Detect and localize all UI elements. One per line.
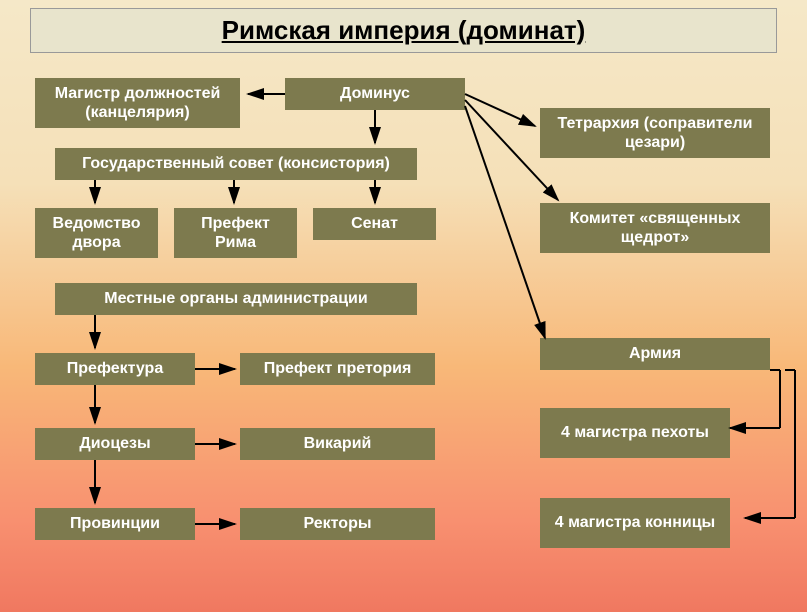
node-gossovet: Государственный совет (консистория) bbox=[55, 148, 417, 180]
node-senat: Сенат bbox=[313, 208, 436, 240]
node-prefektura: Префектура bbox=[35, 353, 195, 385]
node-magistra_konnicy: 4 магистра конницы bbox=[540, 498, 730, 548]
node-dominus: Доминус bbox=[285, 78, 465, 110]
edge-dominus-tetrarchy bbox=[465, 94, 535, 126]
node-tetrarchy: Тетрархия (соправители цезари) bbox=[540, 108, 770, 158]
node-rektory: Ректоры bbox=[240, 508, 435, 540]
node-komitet: Комитет «священных щедрот» bbox=[540, 203, 770, 253]
node-armiya: Армия bbox=[540, 338, 770, 370]
title-bar: Римская империя (доминат) bbox=[30, 8, 777, 53]
node-vedomstvo: Ведомство двора bbox=[35, 208, 158, 258]
node-diocezy: Диоцезы bbox=[35, 428, 195, 460]
node-provincii: Провинции bbox=[35, 508, 195, 540]
node-prefekt_pretoria: Префект претория bbox=[240, 353, 435, 385]
node-prefekt_rima: Префект Рима bbox=[174, 208, 297, 258]
node-magistr: Магистр должностей (канцелярия) bbox=[35, 78, 240, 128]
node-magistra_pehoty: 4 магистра пехоты bbox=[540, 408, 730, 458]
node-mestnye: Местные органы администрации bbox=[55, 283, 417, 315]
edge-dominus-armiya bbox=[465, 106, 545, 338]
page-title: Римская империя (доминат) bbox=[222, 15, 586, 45]
node-vikarii: Викарий bbox=[240, 428, 435, 460]
